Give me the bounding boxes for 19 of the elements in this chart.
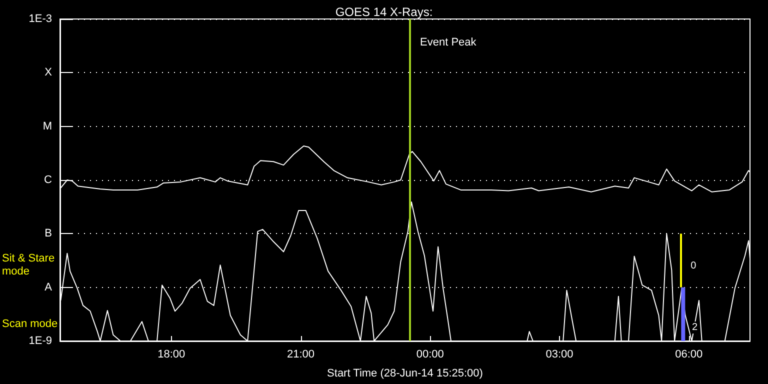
y-tick-label: M <box>42 120 52 132</box>
annotation: 0 <box>690 260 697 272</box>
annotation: 2 <box>692 322 698 334</box>
chart-title: GOES 14 X-Rays: <box>335 5 433 19</box>
x-tick-label: 03:00 <box>546 348 574 360</box>
x-axis-title: Start Time (28-Jun-14 15:25:00) <box>327 368 483 380</box>
text: Scan mode <box>2 318 58 330</box>
y-tick-label: A <box>44 281 53 294</box>
y-tick-label: B <box>44 228 52 240</box>
x-tick-label: 00:00 <box>416 348 444 360</box>
x-tick-label: 06:00 <box>675 348 703 360</box>
x-tick-label: 18:00 <box>158 348 186 360</box>
text: Sit & Stare mode <box>2 252 58 278</box>
x-tick-label: 21:00 <box>287 348 315 360</box>
y-tick-label: C <box>44 174 52 186</box>
y-tick-label: X <box>44 66 53 79</box>
y-tick-label: 1E-9 <box>28 335 52 347</box>
y-tick-label: 1E-3 <box>28 13 52 25</box>
ref-line-label: Event Peak <box>420 36 477 48</box>
